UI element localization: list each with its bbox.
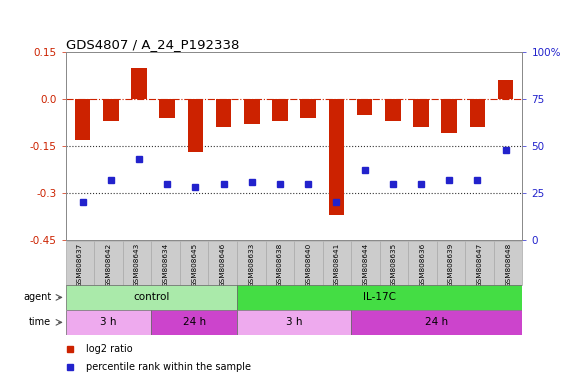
Bar [75,99,90,140]
Text: IL-17C: IL-17C [363,292,396,303]
Bar [123,241,151,285]
Bar [437,241,465,285]
Bar [237,285,522,310]
Text: percentile rank within the sample: percentile rank within the sample [86,362,251,372]
Bar [66,310,151,335]
Bar [159,99,175,118]
Text: GSM808641: GSM808641 [334,243,340,287]
Bar [294,241,323,285]
Bar [272,99,288,121]
Text: agent: agent [23,292,51,303]
Text: GSM808643: GSM808643 [134,243,140,287]
Bar [66,285,237,310]
Text: control: control [133,292,170,303]
Text: GSM808636: GSM808636 [420,243,425,287]
Bar [323,241,351,285]
Bar [357,99,372,114]
Text: GSM808633: GSM808633 [248,243,254,287]
Bar [131,68,147,99]
Bar [216,99,231,127]
Text: GSM808640: GSM808640 [305,243,311,287]
Text: 3 h: 3 h [100,317,116,328]
Text: GSM808639: GSM808639 [448,243,454,287]
Bar [237,241,266,285]
Text: GSM808634: GSM808634 [163,243,168,287]
Bar [208,241,237,285]
Text: 24 h: 24 h [183,317,206,328]
Bar [66,241,94,285]
Text: GSM808635: GSM808635 [391,243,397,287]
Bar [328,99,344,215]
Bar [380,241,408,285]
Bar [494,241,522,285]
Bar [151,241,180,285]
Bar [244,99,260,124]
Bar [408,241,437,285]
Bar [180,241,208,285]
Bar [237,310,351,335]
Text: GSM808647: GSM808647 [477,243,482,287]
Bar [413,99,429,127]
Bar [465,241,494,285]
Text: 3 h: 3 h [286,317,302,328]
Bar [351,310,522,335]
Text: GSM808638: GSM808638 [277,243,283,287]
Bar [351,241,380,285]
Bar [385,99,400,121]
Text: GSM808648: GSM808648 [505,243,511,287]
Bar [103,99,119,121]
Bar [469,99,485,127]
Text: 24 h: 24 h [425,317,448,328]
Bar [94,241,123,285]
Text: time: time [29,317,51,328]
Text: GSM808644: GSM808644 [363,243,368,287]
Text: log2 ratio: log2 ratio [86,344,133,354]
Text: GSM808645: GSM808645 [191,243,197,287]
Text: GSM808642: GSM808642 [106,243,111,287]
Bar [441,99,457,133]
Bar [188,99,203,152]
Text: GSM808646: GSM808646 [220,243,226,287]
Bar [151,310,237,335]
Bar [498,80,513,99]
Text: GDS4807 / A_24_P192338: GDS4807 / A_24_P192338 [66,38,239,51]
Bar [266,241,294,285]
Text: GSM808637: GSM808637 [77,243,83,287]
Bar [300,99,316,118]
